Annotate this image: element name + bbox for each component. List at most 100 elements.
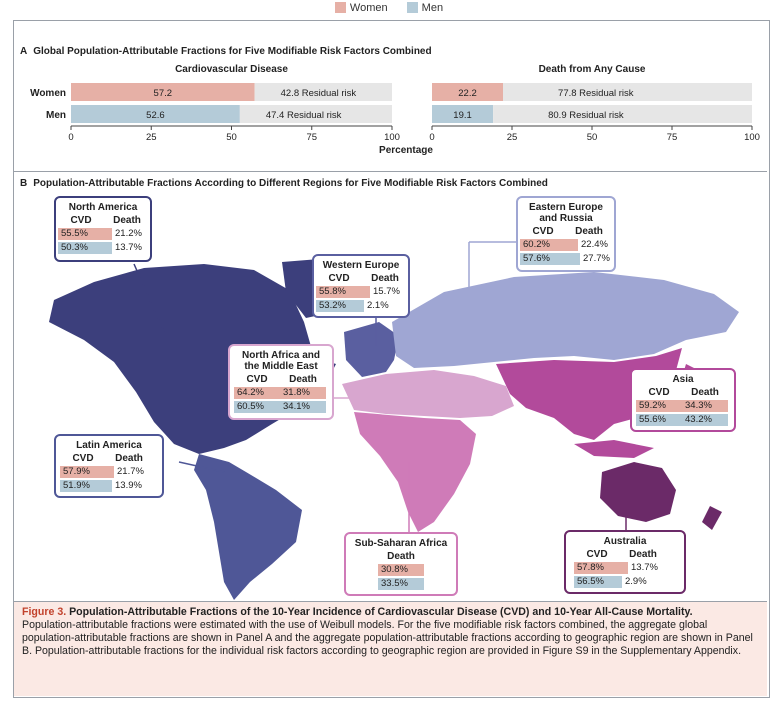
caption-text: Population-attributable fractions were e… [22,619,753,657]
death-men: 13.9% [106,480,152,492]
death-men: 13.7% [104,242,150,254]
caption-title: Population-Attributable Fractions of the… [69,606,693,618]
legend-item-men: Men [406,2,444,14]
cvd-women: 55.8% [316,286,362,298]
col-death: Death [113,215,141,226]
cvd-women: 60.2% [520,239,566,251]
region-name: Australia [603,536,647,547]
panel-b-title-text: Population-Attributable Fractions Accord… [33,178,548,189]
cvd-women: 55.5% [58,228,104,240]
col-death: Death [691,387,719,398]
x-tick-label: 50 [587,132,598,143]
region-box-latin-america: Latin America CVD Death 57.9% 21.7% 51.9% 1… [54,434,164,498]
col-death: Death [371,273,399,284]
legend-label-women: Women [349,2,388,14]
death-women: 30.8% [378,564,424,576]
col-cvd: CVD [532,226,554,237]
region-name: North Africa and the Middle East [242,350,320,372]
figure-frame [13,20,770,698]
region-name: Sub-Saharan Africa [354,538,448,549]
residual-label: 47.4 Residual risk [266,110,342,121]
panel-b-letter: B [20,178,28,189]
panel-b: B Population-Attributable Fractions Accor… [14,171,767,602]
residual-bar [493,105,752,123]
panel-a-letter: A [20,46,28,57]
cvd-women: 59.2% [636,400,682,412]
figure-caption: Figure 3. Population-Attributable Fracti… [14,601,767,696]
panel-b-title: B Population-Attributable Fractions Accor… [20,178,548,189]
region-name: Asia [672,374,694,385]
chart-title: Death from Any Cause [539,64,646,75]
death-men: 2.9% [620,576,666,588]
death-women: 13.7% [620,562,666,574]
col-cvd: CVD [246,374,268,385]
death-men: 43.2% [682,414,728,426]
col-death: Death [115,453,143,464]
map-new-zealand [702,506,722,530]
panel-a-title: A Global Population-Attributable Fraction… [20,46,432,57]
bar [71,105,240,123]
leader-north-america [133,263,165,333]
cvd-women: 57.9% [60,466,106,478]
x-tick-label: 100 [744,132,760,143]
cvd-women: 64.2% [234,387,280,399]
death-women: 31.8% [280,387,326,399]
col-cvd: CVD [648,387,670,398]
chart-title: Cardiovascular Disease [175,64,288,75]
map-region-eastern-europe-russia [392,272,739,368]
legend-label-men: Men [421,2,444,14]
col-cvd: CVD [586,549,608,560]
x-tick-label: 0 [68,132,73,143]
death-women: 21.2% [104,228,150,240]
col-death: Death [387,551,415,562]
region-box-north-africa-middle-east: North Africa and the Middle East CVD Deat… [228,344,334,420]
cvd-men: 53.2% [316,300,362,312]
x-tick-label: 100 [384,132,400,143]
region-box-western-europe: Western Europe CVD Death 55.8% 15.7% 53.2%… [312,254,410,318]
legend-item-women: Women [334,2,388,14]
data-label: 22.2 [458,88,477,99]
region-name: Western Europe [322,260,400,271]
col-death: Death [629,549,657,560]
region-box-north-america: North America CVD Death 55.5% 21.2% 50.3% 1… [54,196,152,262]
residual-bar [239,105,392,123]
residual-label: 42.8 Residual risk [281,88,357,99]
legend-swatch-men [406,2,418,13]
category-label: Men [46,110,66,121]
death-men: 33.5% [378,578,424,590]
map-region-sub-saharan-africa [354,412,476,532]
cvd-men: 60.5% [234,401,280,413]
map-region-australia [600,462,676,522]
cvd-men: 50.3% [58,242,104,254]
panel-a: A Global Population-Attributable Fraction… [14,40,767,170]
bar [432,105,494,123]
death-women: 21.7% [106,466,152,478]
map-region-north-africa-middle-east [342,370,514,418]
residual-label: 77.8 Residual risk [558,88,634,99]
panel-a-charts: Cardiovascular Disease Women 57.2 42.8 Resi… [30,64,760,156]
cvd-men: 51.9% [60,480,106,492]
region-box-australia: Australia CVD Death 57.8% 13.7% 56.5% 2.9% [564,530,686,594]
data-label: 19.1 [453,110,472,121]
x-tick-label: 25 [146,132,157,143]
col-death: Death [575,226,603,237]
region-box-eastern-europe: Eastern Europe and Russia CVD Death 60.2%… [516,196,616,272]
col-cvd: CVD [70,215,92,226]
region-name: Latin America [76,440,142,451]
x-tick-label: 25 [507,132,518,143]
bar [432,83,504,101]
x-tick-label: 50 [226,132,237,143]
region-box-asia: Asia CVD Death 59.2% 34.3% 55.6% 43.2% [630,368,736,432]
col-death: Death [289,374,317,385]
legend: Women Men [0,2,778,14]
map-region-latin-america [194,454,302,600]
region-name: Eastern Europe and Russia [529,202,603,224]
x-tick-label: 0 [429,132,434,143]
death-women: 34.3% [682,400,728,412]
death-women: 22.4% [566,239,612,251]
cvd-women: 57.8% [574,562,620,574]
region-box-sub-saharan-africa: Sub-Saharan Africa Death 30.8% 33.5% [344,532,458,596]
legend-swatch-women [334,2,346,13]
col-cvd: CVD [72,453,94,464]
